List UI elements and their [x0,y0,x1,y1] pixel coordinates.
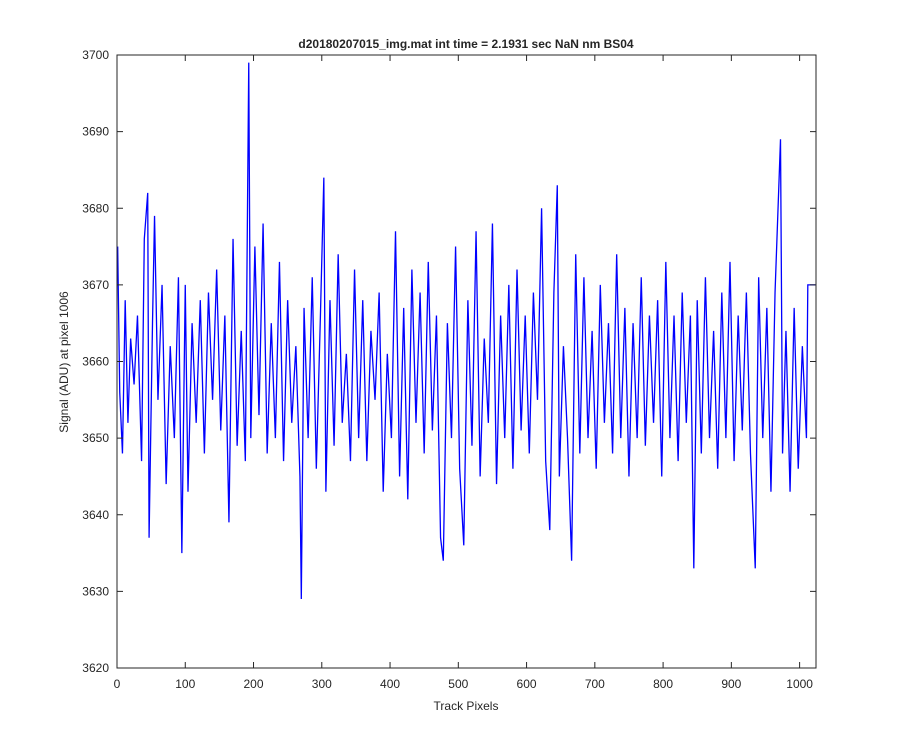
x-tick-label: 0 [114,677,121,691]
x-tick-label: 300 [312,677,332,691]
y-tick-label: 3660 [82,355,109,369]
x-tick-label: 500 [448,677,468,691]
x-tick-label: 100 [175,677,195,691]
x-tick-label: 400 [380,677,400,691]
x-tick-label: 900 [721,677,741,691]
data-line [117,62,816,600]
x-tick-label: 600 [517,677,537,691]
x-tick-label: 200 [244,677,264,691]
chart-title: d20180207015_img.mat int time = 2.1931 s… [298,37,634,51]
y-tick-label: 3630 [82,584,109,598]
y-tick-label: 3680 [82,201,109,215]
x-axis-label: Track Pixels [434,699,499,713]
y-axis-label: Signal (ADU) at pixel 1006 [57,291,71,433]
x-tick-label: 1000 [786,677,813,691]
y-tick-label: 3670 [82,278,109,292]
y-tick-label: 3620 [82,661,109,675]
y-tick-label: 3690 [82,125,109,139]
y-tick-label: 3700 [82,48,109,62]
y-tick-label: 3650 [82,431,109,445]
y-tick-label: 3640 [82,508,109,522]
x-tick-label: 700 [585,677,605,691]
x-tick-label: 800 [653,677,673,691]
